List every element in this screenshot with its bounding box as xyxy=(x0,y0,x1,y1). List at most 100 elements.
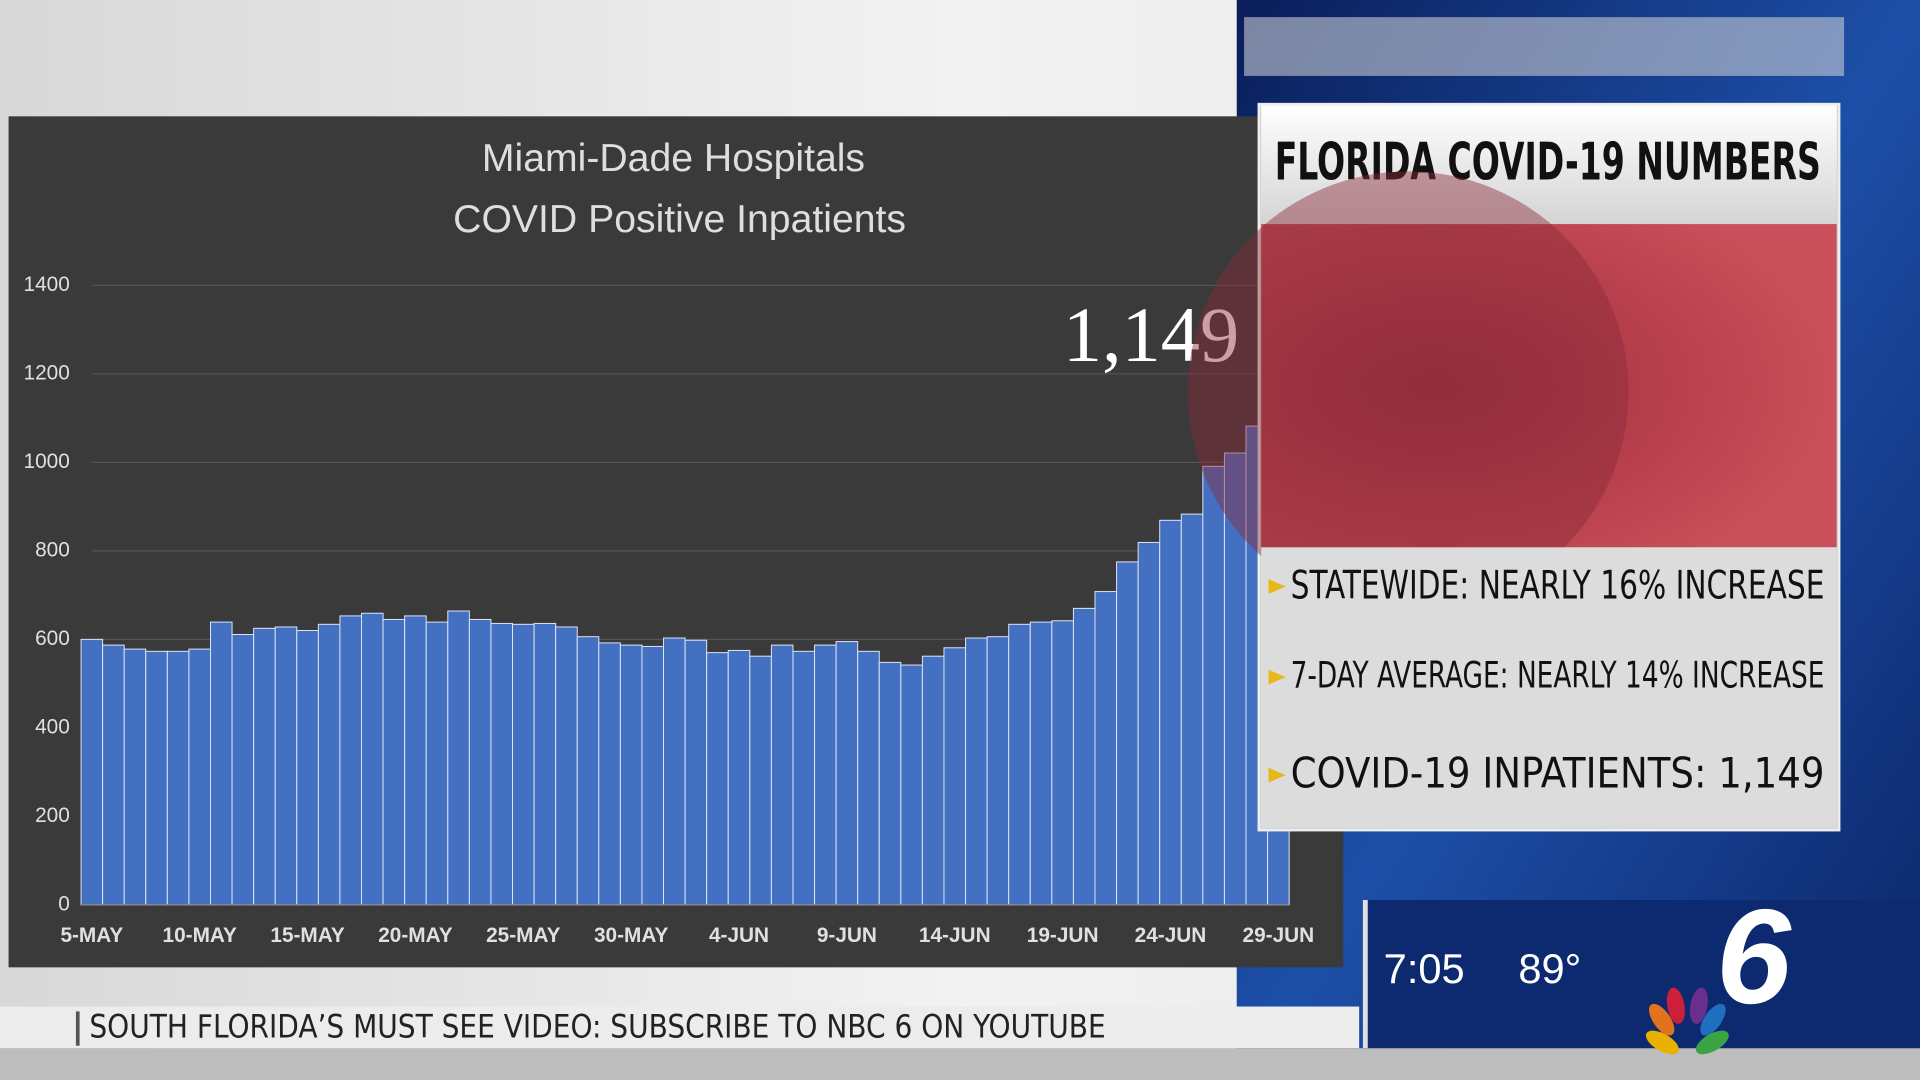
bar xyxy=(1008,623,1031,906)
bottom-strip xyxy=(0,1048,1920,1080)
ticker-divider xyxy=(75,1011,80,1046)
bar xyxy=(1202,465,1225,906)
y-tick-label: 800 xyxy=(35,538,70,561)
x-tick-label: 14-JUN xyxy=(919,924,991,947)
bar xyxy=(641,645,665,906)
y-tick-label: 600 xyxy=(35,627,70,650)
bar xyxy=(447,610,470,906)
plot: 0 200 400 600 800 1000 1200 1400 5-MAY 10-MAY 15-M… xyxy=(24,273,1315,947)
virus-shape xyxy=(1187,171,1629,613)
bar xyxy=(296,630,319,906)
bar xyxy=(878,661,902,906)
bar xyxy=(102,644,125,906)
bug-edge xyxy=(1362,900,1368,1049)
bar xyxy=(986,636,1010,906)
bar xyxy=(339,615,362,906)
bar xyxy=(727,649,751,906)
bug-box xyxy=(1362,900,1920,1049)
chart-title: Miami-Dade Hospitals xyxy=(482,137,865,180)
bar xyxy=(512,623,535,906)
bar xyxy=(123,648,147,906)
bullet xyxy=(1268,669,1286,685)
bar xyxy=(425,621,449,906)
bar xyxy=(317,623,341,906)
panel-item: STATEWIDE: NEARLY 16% INCREASE xyxy=(1291,563,1825,608)
panel-title: FLORIDA COVID-19 NUMBERS xyxy=(1275,132,1821,192)
bar xyxy=(1159,519,1182,906)
bar xyxy=(598,642,621,906)
x-tick-label: 9-JUN xyxy=(817,924,877,947)
x-tick-label: 24-JUN xyxy=(1135,924,1207,947)
y-tick-label: 1000 xyxy=(24,450,70,473)
chart-subtitle: COVID Positive Inpatients xyxy=(453,198,906,241)
bar xyxy=(253,627,276,906)
bar xyxy=(965,637,988,906)
bar xyxy=(80,638,104,906)
bar xyxy=(1072,607,1096,906)
bar xyxy=(188,648,211,906)
bullet xyxy=(1268,767,1286,783)
bar xyxy=(943,647,967,906)
bar xyxy=(684,639,708,906)
temperature: 89° xyxy=(1518,945,1581,992)
bar xyxy=(835,641,859,906)
bar xyxy=(663,637,686,906)
bar xyxy=(921,655,945,906)
x-tick-label: 20-MAY xyxy=(378,924,452,947)
y-tick-label: 400 xyxy=(35,715,70,738)
bar xyxy=(209,621,233,906)
bar xyxy=(706,652,729,906)
bar xyxy=(1094,591,1118,906)
bar xyxy=(468,618,492,906)
bar xyxy=(1116,561,1139,906)
virus-image xyxy=(1261,224,1837,548)
bar xyxy=(145,650,168,906)
y-tick-label: 0 xyxy=(58,892,70,915)
bar xyxy=(361,612,384,906)
x-tick-label: 19-JUN xyxy=(1027,924,1099,947)
panel-item: 7-DAY AVERAGE: NEARLY 14% INCREASE xyxy=(1291,654,1825,697)
bar xyxy=(1180,513,1204,906)
bar xyxy=(857,650,880,906)
bar xyxy=(382,618,406,906)
bar xyxy=(166,650,190,906)
bar xyxy=(576,636,600,906)
bar xyxy=(770,644,794,906)
bar xyxy=(533,622,557,906)
nbc-peacock xyxy=(1645,987,1729,1055)
bar xyxy=(404,615,427,906)
x-tick-label: 5-MAY xyxy=(60,924,123,947)
panel-item: COVID-19 INPATIENTS: 1,149 xyxy=(1291,748,1825,797)
x-tick-label: 30-MAY xyxy=(594,924,668,947)
bar xyxy=(900,664,923,906)
y-tick-label: 1200 xyxy=(24,361,70,384)
bullet xyxy=(1268,579,1286,594)
bar xyxy=(1137,541,1161,906)
bar xyxy=(274,626,298,906)
bar xyxy=(792,650,816,906)
x-tick-label: 15-MAY xyxy=(270,924,344,947)
bar xyxy=(814,644,837,906)
panel-frame xyxy=(1244,17,1845,76)
time: 7:05 xyxy=(1384,945,1465,992)
panel-header xyxy=(1261,105,1837,225)
x-tick-label: 10-MAY xyxy=(163,924,237,947)
ticker-bar xyxy=(0,1006,1360,1049)
x-tick-label: 4-JUN xyxy=(709,924,769,947)
bar xyxy=(231,634,255,906)
bar xyxy=(619,644,643,906)
bar xyxy=(490,622,514,906)
y-tick-label: 1400 xyxy=(24,273,70,296)
x-tick-label: 29-JUN xyxy=(1243,924,1315,947)
annotation: 1,149 xyxy=(1063,291,1239,378)
ticker-text: SOUTH FLORIDA’S MUST SEE VIDEO: SUBSCRIB… xyxy=(89,1008,1105,1046)
panel-body xyxy=(1261,547,1837,828)
bar xyxy=(1051,620,1074,906)
bar xyxy=(749,655,772,906)
y-tick-label: 200 xyxy=(35,804,70,827)
bar xyxy=(555,626,578,906)
bar xyxy=(1029,621,1053,906)
x-tick-label: 25-MAY xyxy=(486,924,560,947)
